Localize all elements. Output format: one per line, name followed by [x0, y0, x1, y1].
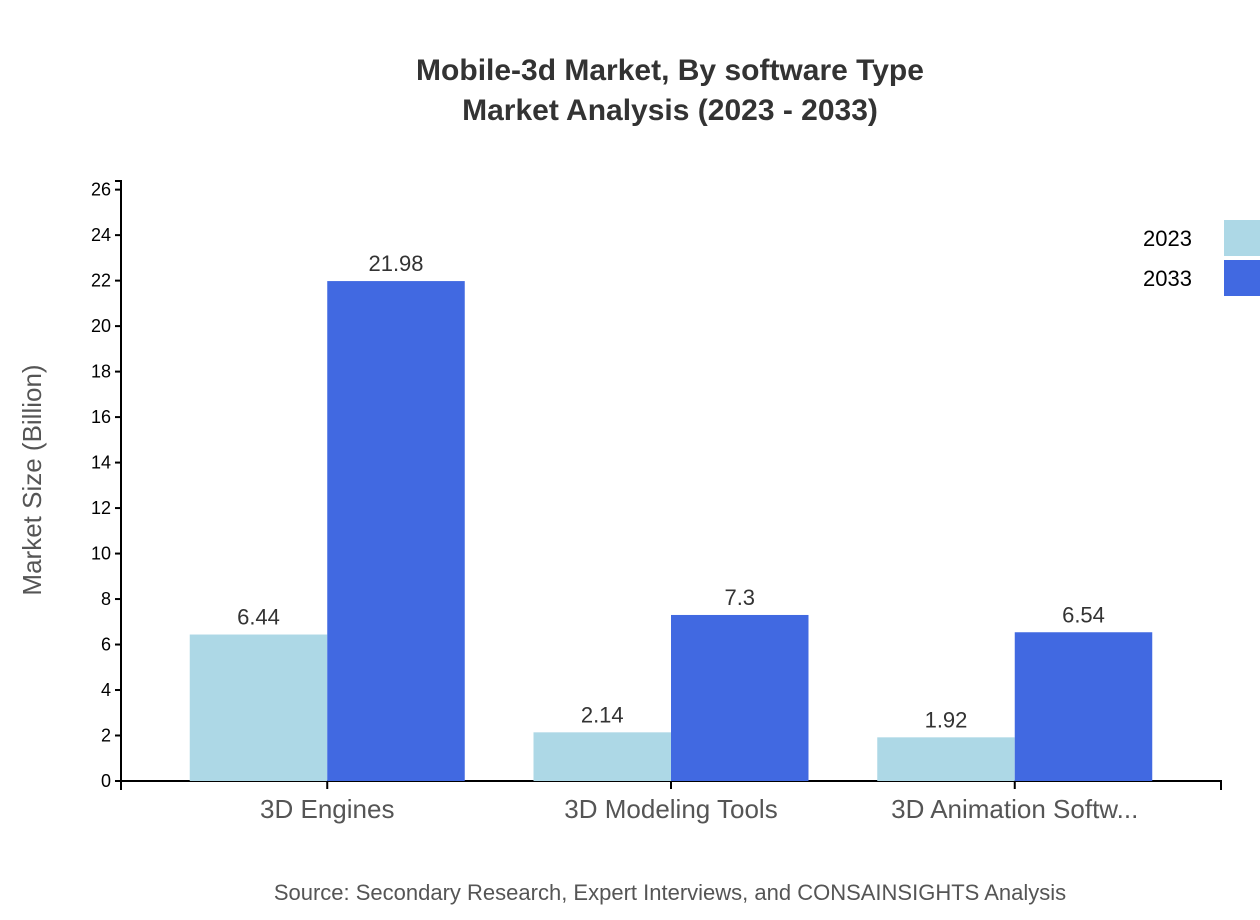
x-tick-label: 3D Animation Softw... — [891, 794, 1138, 824]
y-tick-label: 8 — [101, 589, 111, 609]
y-tick-label: 16 — [91, 407, 111, 427]
y-tick-label: 20 — [91, 316, 111, 336]
bar-2023 — [533, 732, 671, 781]
data-label: 7.3 — [724, 585, 755, 610]
y-axis-label: Market Size (Billion) — [17, 364, 47, 595]
data-label: 1.92 — [925, 707, 968, 732]
legend-swatch — [1224, 260, 1260, 296]
y-tick-label: 24 — [91, 225, 111, 245]
legend-label: 2033 — [1143, 266, 1192, 291]
chart-title: Mobile-3d Market, By software Type — [416, 54, 924, 87]
bar-2023 — [189, 634, 328, 781]
bar-2033 — [1014, 632, 1153, 781]
data-label: 6.44 — [237, 605, 280, 630]
data-label: 6.54 — [1062, 602, 1105, 627]
y-tick-label: 14 — [91, 453, 111, 473]
y-tick-label: 6 — [101, 635, 111, 655]
data-label: 2.14 — [581, 702, 624, 727]
source-note: Source: Secondary Research, Expert Inter… — [274, 880, 1066, 905]
data-label: 21.98 — [368, 251, 423, 276]
bar-2023 — [877, 737, 1015, 781]
bar-2033 — [327, 281, 465, 781]
y-tick-label: 10 — [91, 544, 111, 564]
x-tick-label: 3D Modeling Tools — [564, 794, 777, 824]
y-tick-label: 12 — [91, 498, 111, 518]
y-tick-label: 4 — [101, 680, 111, 700]
x-tick-label: 3D Engines — [260, 794, 394, 824]
y-tick-label: 2 — [101, 726, 111, 746]
y-tick-label: 22 — [91, 271, 111, 291]
y-tick-label: 18 — [91, 362, 111, 382]
legend-label: 2023 — [1143, 226, 1192, 251]
legend: 2023 2033 — [1143, 220, 1260, 296]
bar-2033 — [671, 614, 809, 781]
y-tick-label: 26 — [91, 180, 111, 200]
legend-swatch — [1224, 220, 1260, 256]
chart-subtitle: Market Analysis (2023 - 2033) — [462, 94, 878, 127]
y-tick-label: 0 — [101, 771, 111, 791]
